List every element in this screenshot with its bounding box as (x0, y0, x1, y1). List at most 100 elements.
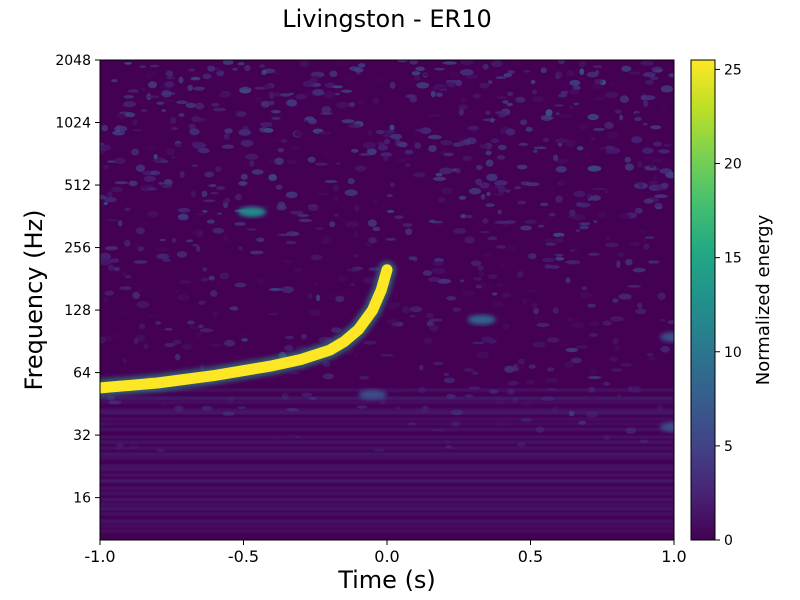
noise-speck (517, 363, 526, 370)
noise-speck (352, 254, 359, 258)
noise-speck (100, 144, 111, 151)
noise-speck (329, 70, 338, 78)
noise-speck (192, 243, 199, 247)
noise-speck (478, 271, 485, 277)
noise-speck (626, 150, 636, 155)
noise-speck (643, 100, 649, 107)
noise-speck (177, 207, 191, 213)
noise-speck (507, 245, 518, 252)
noise-speck (496, 96, 507, 99)
noise-speck (259, 127, 269, 133)
noise-speck (480, 282, 487, 290)
noise-speck (480, 194, 486, 200)
frequency-band (100, 396, 674, 400)
noise-speck (497, 209, 502, 215)
noise-speck (177, 213, 189, 221)
y-tick-label: 2048 (55, 53, 91, 69)
noise-speck (131, 148, 140, 156)
noise-speck (124, 112, 136, 118)
noise-speck (460, 279, 465, 283)
noise-speck (193, 86, 205, 91)
noise-speck (524, 219, 538, 224)
frequency-band (100, 411, 674, 415)
noise-speck (351, 148, 359, 153)
noise-speck (642, 237, 649, 243)
noise-speck (268, 174, 278, 181)
noise-speck (497, 110, 507, 118)
noise-speck (307, 293, 313, 299)
noise-speck (532, 302, 538, 310)
noise-speck (299, 60, 310, 68)
noise-speck (210, 290, 218, 297)
noise-speck (334, 213, 339, 217)
x-tick-label: 0.5 (518, 547, 543, 566)
noise-speck (301, 392, 313, 397)
noise-speck (532, 95, 545, 103)
noise-speck (542, 257, 555, 262)
noise-speck (455, 168, 461, 174)
noise-speck (177, 293, 190, 301)
noise-speck (380, 152, 393, 157)
noise-speck (105, 219, 119, 222)
noise-speck (450, 71, 460, 78)
noise-speck (437, 278, 452, 284)
noise-speck (269, 100, 275, 106)
noise-speck (566, 317, 575, 323)
noise-speck (608, 356, 619, 362)
noise-speck (301, 333, 307, 340)
noise-speck (155, 117, 164, 123)
noise-speck (458, 108, 465, 116)
noise-speck (565, 347, 579, 353)
noise-speck (146, 314, 159, 317)
noise-speck (182, 344, 193, 350)
frequency-band (100, 524, 674, 528)
noise-speck (554, 253, 564, 257)
noise-speck (485, 203, 495, 208)
noise-speck (357, 63, 366, 68)
noise-speck (530, 80, 536, 84)
noise-speck (404, 163, 411, 167)
noise-speck (507, 70, 515, 74)
noise-speck (153, 154, 158, 160)
noise-speck (124, 62, 132, 65)
noise-speck (345, 221, 359, 228)
noise-speck (213, 310, 219, 319)
noise-speck (604, 273, 613, 281)
noise-speck (186, 239, 194, 243)
colorbar: 0 5 10 15 20 25 Normalized energy (690, 59, 774, 549)
noise-speck (588, 252, 600, 256)
noise-speck (224, 128, 233, 134)
noise-speck (104, 290, 115, 296)
noise-speck (334, 92, 341, 96)
noise-speck (138, 323, 146, 330)
noise-speck (147, 210, 159, 218)
noise-speck (569, 209, 576, 217)
noise-speck (443, 372, 450, 377)
noise-speck (614, 345, 621, 351)
noise-speck (214, 66, 221, 72)
noise-speck (664, 352, 670, 355)
energy-feature (660, 332, 674, 342)
noise-speck (124, 275, 132, 279)
noise-speck (139, 222, 148, 227)
noise-speck (566, 70, 576, 77)
noise-speck (572, 249, 580, 256)
noise-speck (663, 143, 672, 148)
noise-speck (440, 139, 453, 146)
noise-speck (234, 282, 247, 288)
noise-speck (480, 230, 491, 234)
noise-speck (386, 302, 398, 310)
noise-speck (446, 81, 456, 88)
noise-speck (335, 61, 349, 67)
noise-speck (557, 343, 569, 347)
noise-speck (602, 320, 612, 326)
noise-speck (336, 162, 341, 165)
noise-speck (309, 77, 319, 82)
noise-speck (409, 306, 423, 313)
noise-speck (435, 172, 443, 177)
noise-speck (643, 243, 650, 250)
noise-speck (653, 174, 658, 180)
noise-speck (117, 113, 124, 116)
noise-speck (496, 245, 506, 249)
noise-speck (235, 193, 242, 201)
